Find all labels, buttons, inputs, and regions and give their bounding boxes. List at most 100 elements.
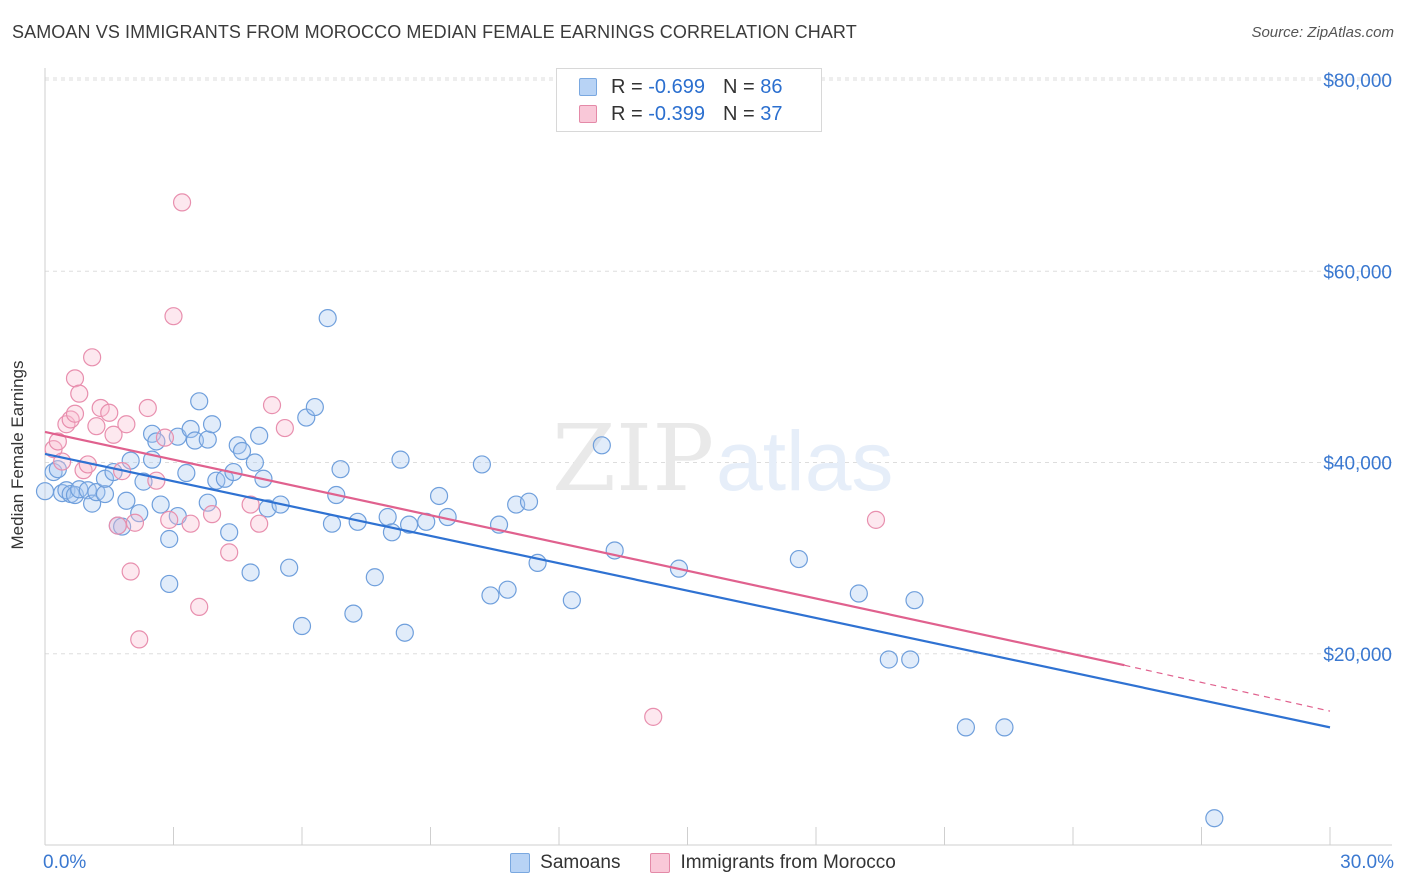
samoans-point — [519, 492, 539, 511]
morocco-point — [181, 514, 200, 533]
samoans-point — [181, 419, 200, 439]
morocco-point — [275, 418, 294, 438]
samoans-point — [198, 430, 217, 449]
x-tick-label: 30.0% — [1340, 852, 1394, 873]
samoans-point — [901, 650, 920, 669]
morocco-point — [100, 403, 119, 422]
legend-swatch-samoans — [510, 853, 531, 873]
morocco-point — [87, 417, 106, 436]
morocco-point — [108, 516, 127, 535]
morocco-point — [164, 307, 183, 326]
samoans-points — [35, 309, 1224, 828]
legend-r-value: -0.699 — [648, 75, 705, 98]
morocco-point — [160, 510, 179, 529]
samoans-point — [198, 493, 217, 512]
morocco-trend-line — [44, 430, 1125, 667]
morocco-point — [190, 597, 209, 616]
morocco-point — [644, 707, 663, 726]
morocco-point — [121, 562, 140, 581]
samoans-point — [391, 450, 410, 469]
samoans-point — [292, 616, 312, 636]
samoans-point — [147, 432, 166, 451]
legend-row-samoans: R = -0.699 N = 86 — [579, 75, 782, 99]
samoans-point — [280, 558, 299, 577]
axes — [44, 68, 1392, 846]
watermark: ZIP atlas — [552, 405, 893, 512]
samoans-point — [472, 455, 491, 474]
morocco-point — [70, 384, 89, 403]
legend-item-morocco[interactable]: Immigrants from Morocco — [650, 852, 896, 874]
samoans-point — [245, 453, 264, 472]
samoans-point — [365, 568, 384, 587]
samoans-point — [378, 507, 397, 527]
samoans-point — [562, 591, 581, 610]
morocco-points — [44, 193, 886, 726]
y-tick-label: $60,000 — [1323, 262, 1392, 283]
morocco-point — [65, 404, 85, 423]
morocco-point — [220, 543, 239, 562]
y-tick-label: $40,000 — [1323, 454, 1392, 475]
y-tick-label: $20,000 — [1323, 645, 1392, 666]
trend-lines — [44, 430, 1331, 729]
samoans-point — [318, 309, 337, 328]
legend-swatch-morocco — [579, 105, 597, 123]
samoans-point — [95, 484, 115, 504]
samoans-point — [177, 463, 196, 483]
samoans-point — [429, 486, 449, 506]
morocco-point — [250, 514, 269, 533]
watermark-atlas: atlas — [716, 414, 893, 508]
morocco-point — [125, 513, 145, 532]
legend-n-label: N = — [722, 75, 755, 98]
morocco-point — [147, 471, 166, 490]
samoans-point — [849, 584, 868, 603]
samoans-point — [995, 718, 1014, 737]
samoans-point — [117, 491, 136, 510]
x-tick-labels: 0.0% 30.0% — [43, 852, 1394, 873]
morocco-point — [202, 505, 222, 524]
samoans-point — [35, 482, 55, 501]
legend-swatch-morocco — [650, 853, 671, 873]
morocco-point — [117, 415, 136, 434]
legend-label-morocco: Immigrants from Morocco — [680, 852, 896, 873]
samoans-point — [322, 514, 342, 533]
legend-r-label: R = — [611, 102, 643, 125]
morocco-point — [138, 398, 157, 418]
samoans-point — [498, 580, 517, 599]
morocco-trend-extension — [1124, 664, 1331, 712]
samoans-point — [83, 494, 102, 513]
samoans-point — [250, 426, 269, 445]
legend-item-samoans[interactable]: Samoans — [510, 852, 620, 874]
y-tick-labels: $20,000 $40,000 $60,000 $80,000 — [1323, 71, 1392, 666]
samoans-point — [905, 591, 924, 610]
series-legend: Samoans Immigrants from Morocco — [0, 852, 1406, 874]
samoans-point — [185, 431, 205, 450]
samoans-point — [160, 529, 179, 549]
morocco-point — [155, 428, 175, 447]
samoans-trend-line — [44, 452, 1331, 729]
legend-label-samoans: Samoans — [540, 852, 621, 873]
samoans-point — [232, 441, 252, 461]
samoans-point — [134, 472, 153, 491]
morocco-point — [104, 425, 123, 444]
morocco-point — [866, 510, 886, 529]
morocco-point — [241, 495, 260, 514]
morocco-point — [48, 432, 67, 451]
samoans-point — [331, 460, 350, 479]
legend-n-label: N = — [722, 102, 755, 125]
legend-n-value: 86 — [760, 75, 783, 98]
samoans-point — [220, 523, 239, 542]
morocco-point — [91, 398, 110, 418]
samoans-point — [130, 504, 149, 523]
morocco-point — [172, 193, 192, 212]
samoans-point — [395, 623, 414, 642]
legend-row-morocco: R = -0.399 N = 37 — [579, 102, 782, 126]
legend-n-value: 37 — [760, 102, 783, 125]
samoans-point — [160, 574, 179, 594]
source-label: Source: ZipAtlas.com — [1251, 24, 1394, 41]
morocco-point — [130, 630, 149, 649]
legend-swatch-samoans — [579, 78, 597, 96]
samoans-point — [592, 436, 611, 455]
legend-r-value: -0.399 — [648, 102, 705, 125]
samoans-point — [202, 415, 222, 434]
